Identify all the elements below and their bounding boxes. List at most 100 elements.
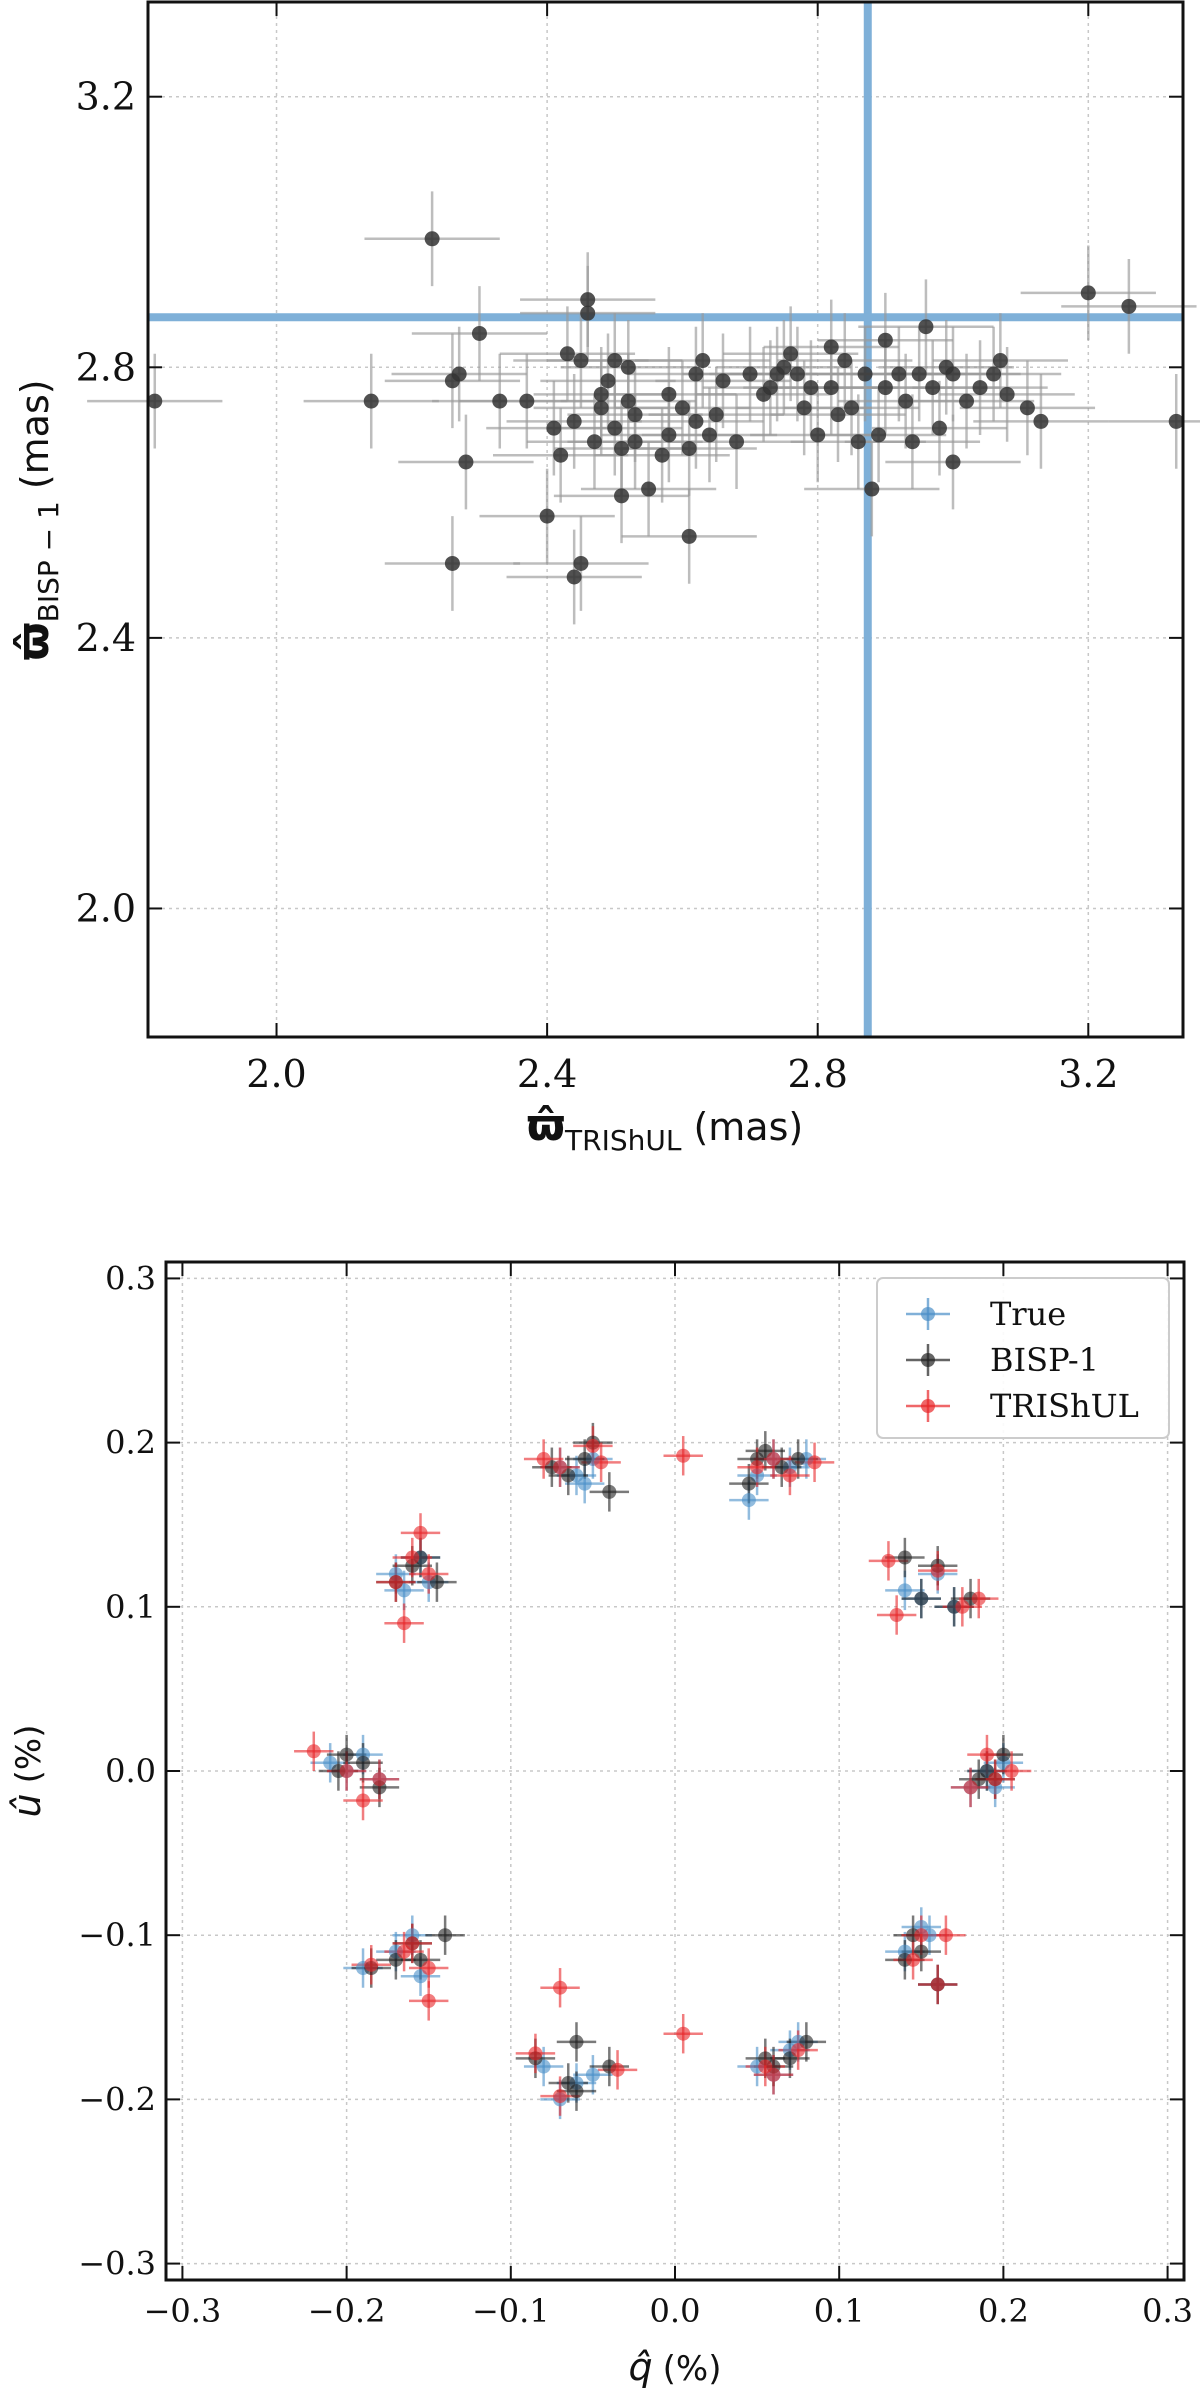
plot1-data-point xyxy=(573,555,589,571)
bisp-1-data-point xyxy=(914,1591,929,1606)
plot1-data-point xyxy=(519,393,535,409)
trishul-data-point xyxy=(1004,1764,1019,1778)
plot1-xlabel: ϖ̂TRIShUL (mas) xyxy=(527,1100,803,1157)
plot1-data-point xyxy=(810,427,826,443)
bisp-1-data-point xyxy=(602,1484,617,1499)
trishul-data-point xyxy=(585,1438,600,1453)
legend-trishul-label: TRIShUL xyxy=(990,1387,1139,1425)
plot1-data-point xyxy=(586,434,602,450)
plot1-xlabel-unit: (mas) xyxy=(693,1105,803,1149)
plot2-x-tick-label: 0.0 xyxy=(650,2292,701,2330)
plot1-data-point xyxy=(1168,413,1184,429)
plot1-data-point xyxy=(546,420,562,436)
plot1-data-point xyxy=(607,420,623,436)
plot1-data-point xyxy=(823,380,839,396)
trishul-data-point xyxy=(553,1460,568,1475)
plot2-xlabel: q̂̂ (%) xyxy=(629,2345,722,2389)
bisp-1-data-point xyxy=(561,2075,576,2090)
trishul-data-point xyxy=(405,1550,420,1565)
trishul-data-point xyxy=(988,1772,1003,1787)
trishul-data-point xyxy=(963,1780,978,1795)
plot2-ticks: −0.3 −0.2 −0.1 0.0 0.1 0.2 0.3 −0.3 −0.2 −0.1 0.0 0… xyxy=(78,1259,1193,2330)
plot2-y-tick-label: −0.1 xyxy=(78,1916,156,1954)
trishul-data-point xyxy=(421,1993,436,2008)
plot1-data-point xyxy=(681,440,697,456)
trishul-data-point xyxy=(388,1575,403,1590)
plot1-data-point xyxy=(891,366,907,382)
plot1-data-point xyxy=(688,366,704,382)
plot1-data-point xyxy=(715,373,731,389)
legend-bisp-1-label: BISP-1 xyxy=(990,1341,1099,1379)
bisp-1-data-point xyxy=(569,2034,584,2049)
legend-box xyxy=(876,1277,1170,1439)
trishul-data-point xyxy=(364,1957,379,1972)
bisp-1-data-point xyxy=(438,1928,453,1943)
plot2-x-tick-label: 0.3 xyxy=(1142,2292,1193,2330)
plot1-x-tick-label: 2.0 xyxy=(246,1052,306,1096)
plot1-data-point xyxy=(695,353,711,369)
plot1-data-point xyxy=(363,393,379,409)
plot1-data-point xyxy=(986,366,1002,382)
plot1-data-point xyxy=(614,440,630,456)
plot2-y-tick-label: 0.1 xyxy=(105,1588,156,1626)
trishul-data-point xyxy=(782,1468,797,1483)
plot1-data-point xyxy=(959,393,975,409)
plot1-data-point xyxy=(492,393,508,409)
trishul-data-point xyxy=(930,1563,945,1578)
trishul-data-point xyxy=(766,2067,781,2082)
plot1-data-point xyxy=(729,434,745,450)
plot1-data-point xyxy=(661,427,677,443)
trishul-data-point xyxy=(553,2089,568,2104)
plot1-data-point xyxy=(620,393,636,409)
plot1-data-point xyxy=(681,528,697,544)
plot1-data-point xyxy=(864,481,880,497)
plot1-data-point xyxy=(931,420,947,436)
plot1-data-point xyxy=(1121,298,1137,314)
plot2-x-tick-label: 0.1 xyxy=(814,2292,865,2330)
plot1-data-point xyxy=(614,488,630,504)
plot1-data-point xyxy=(580,305,596,321)
plot1-data-point xyxy=(945,366,961,382)
plot1-data-point xyxy=(607,353,623,369)
stokes-qu-plot: −0.3 −0.2 −0.1 0.0 0.1 0.2 0.3 −0.3 −0.2 −0.1 0.0 0… xyxy=(5,1259,1193,2389)
plot2-y-tick-label: −0.2 xyxy=(78,2080,156,2118)
trishul-data-point xyxy=(306,1744,321,1759)
trishul-data-point xyxy=(889,1608,904,1623)
trishul-data-point xyxy=(356,1793,371,1808)
plot1-data-point xyxy=(904,434,920,450)
plot1-data-point xyxy=(593,386,609,402)
plot1-reference-lines xyxy=(148,2,1183,1037)
plot1-data-point xyxy=(593,400,609,416)
plot1-data-point xyxy=(911,366,927,382)
plot1-ylabel: ϖ̂BISP − 1 (mas) xyxy=(8,379,65,660)
plot2-y-tick-label: 0.0 xyxy=(105,1752,156,1790)
trishul-data-point xyxy=(750,1460,765,1475)
plot2-points xyxy=(306,1435,1019,2107)
plot1-data-point xyxy=(688,413,704,429)
trishul-data-point xyxy=(372,1772,387,1787)
plot2-x-tick-label: −0.1 xyxy=(472,2292,550,2330)
plot1-data-point xyxy=(877,380,893,396)
plot2-x-tick-label: 0.2 xyxy=(978,2292,1029,2330)
plot1-data-point xyxy=(600,373,616,389)
plot1-y-tick-label: 2.8 xyxy=(76,345,136,389)
plot1-data-point xyxy=(1033,413,1049,429)
plot1-data-point xyxy=(850,434,866,450)
plot1-data-point xyxy=(823,339,839,355)
plot1-y-tick-label: 2.4 xyxy=(76,616,136,660)
plot1-data-point xyxy=(1080,285,1096,301)
plot2-ylabel-unit: (%) xyxy=(9,1725,49,1784)
trishul-data-point xyxy=(397,1944,412,1959)
plot1-data-point xyxy=(742,366,758,382)
plot1-x-tick-label: 2.8 xyxy=(787,1052,847,1096)
plot1-y-tick-label: 2.0 xyxy=(76,886,136,930)
bisp-1-data-point xyxy=(897,1550,912,1565)
plot1-ticks: 2.0 2.4 2.8 3.2 2.0 2.4 2.8 3.2 xyxy=(76,2,1183,1096)
trishul-data-point xyxy=(791,2043,806,2058)
trishul-data-point xyxy=(881,1553,896,1568)
plot1-data-point xyxy=(925,380,941,396)
trishul-data-point xyxy=(594,1455,609,1470)
bisp-1-data-point xyxy=(791,1452,806,1467)
trishul-data-point xyxy=(528,2046,543,2061)
plot1-data-point xyxy=(641,481,657,497)
